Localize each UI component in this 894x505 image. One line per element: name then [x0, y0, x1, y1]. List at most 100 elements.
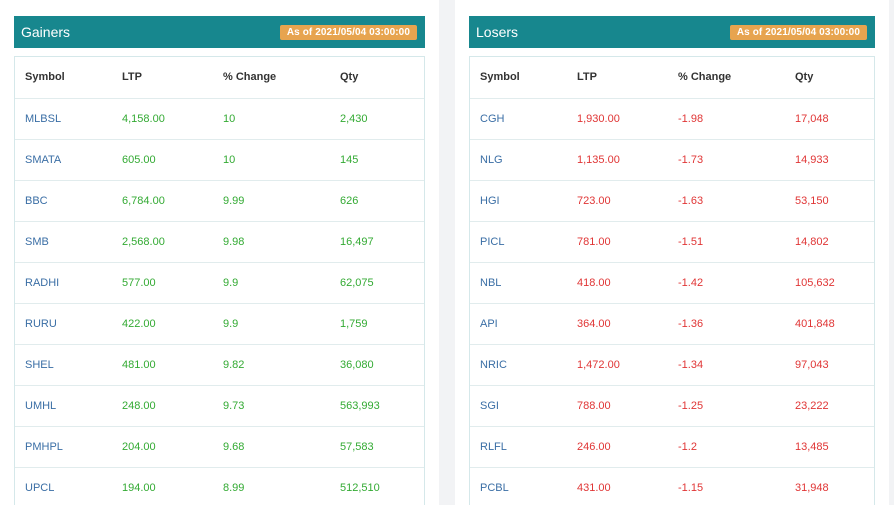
- table-row[interactable]: SMATA 605.00 10 145: [15, 138, 424, 180]
- change-cell: -1.98: [668, 97, 785, 139]
- change-cell: -1.34: [668, 343, 785, 385]
- losers-header: Losers As of 2021/05/04 03:00:00: [469, 16, 875, 48]
- qty-cell: 105,632: [785, 261, 874, 303]
- qty-cell: 2,430: [330, 97, 424, 139]
- table-row[interactable]: NLG 1,135.00 -1.73 14,933: [470, 138, 874, 180]
- table-row[interactable]: PICL 781.00 -1.51 14,802: [470, 220, 874, 262]
- change-cell: -1.73: [668, 138, 785, 180]
- ltp-cell: 431.00: [567, 466, 668, 505]
- symbol-link[interactable]: NBL: [470, 261, 567, 303]
- ltp-cell: 1,135.00: [567, 138, 668, 180]
- table-row[interactable]: NRIC 1,472.00 -1.34 97,043: [470, 343, 874, 385]
- losers-as-of-badge: As of 2021/05/04 03:00:00: [729, 24, 867, 40]
- table-row[interactable]: NBL 418.00 -1.42 105,632: [470, 261, 874, 303]
- symbol-link[interactable]: NRIC: [470, 343, 567, 385]
- ltp-cell: 248.00: [112, 384, 213, 426]
- gainers-table: Symbol LTP % Change Qty MLBSL 4,158.00 10 2…: [15, 57, 424, 505]
- table-row[interactable]: PCBL 431.00 -1.15 31,948: [470, 466, 874, 505]
- col-change: % Change: [223, 71, 277, 84]
- table-row[interactable]: UPCL 194.00 8.99 512,510: [15, 466, 424, 505]
- symbol-link[interactable]: CGH: [470, 97, 567, 139]
- col-ltp: LTP: [122, 71, 142, 84]
- ltp-cell: 246.00: [567, 425, 668, 467]
- symbol-link[interactable]: SMATA: [15, 138, 112, 180]
- symbol-link[interactable]: SHEL: [15, 343, 112, 385]
- symbol-link[interactable]: SMB: [15, 220, 112, 262]
- col-symbol: Symbol: [480, 71, 520, 84]
- gainers-header-row: Symbol LTP % Change Qty: [15, 57, 424, 98]
- losers-panel: Losers As of 2021/05/04 03:00:00 Symbol …: [455, 0, 889, 505]
- qty-cell: 97,043: [785, 343, 874, 385]
- qty-cell: 36,080: [330, 343, 424, 385]
- change-cell: -1.63: [668, 179, 785, 221]
- ltp-cell: 204.00: [112, 425, 213, 467]
- symbol-link[interactable]: NLG: [470, 138, 567, 180]
- col-change: % Change: [678, 71, 732, 84]
- qty-cell: 401,848: [785, 302, 874, 344]
- change-cell: -1.51: [668, 220, 785, 262]
- gainers-as-of-badge: As of 2021/05/04 03:00:00: [279, 24, 417, 40]
- symbol-link[interactable]: PMHPL: [15, 425, 112, 467]
- symbol-link[interactable]: RURU: [15, 302, 112, 344]
- table-row[interactable]: UMHL 248.00 9.73 563,993: [15, 384, 424, 426]
- qty-cell: 563,993: [330, 384, 424, 426]
- table-row[interactable]: PMHPL 204.00 9.68 57,583: [15, 425, 424, 467]
- qty-cell: 17,048: [785, 97, 874, 139]
- col-symbol: Symbol: [25, 71, 65, 84]
- symbol-link[interactable]: HGI: [470, 179, 567, 221]
- symbol-link[interactable]: MLBSL: [15, 97, 112, 139]
- ltp-cell: 418.00: [567, 261, 668, 303]
- table-row[interactable]: SMB 2,568.00 9.98 16,497: [15, 220, 424, 262]
- symbol-link[interactable]: PCBL: [470, 466, 567, 505]
- symbol-link[interactable]: PICL: [470, 220, 567, 262]
- qty-cell: 145: [330, 138, 424, 180]
- table-row[interactable]: RURU 422.00 9.9 1,759: [15, 302, 424, 344]
- table-row[interactable]: RADHI 577.00 9.9 62,075: [15, 261, 424, 303]
- table-row[interactable]: HGI 723.00 -1.63 53,150: [470, 179, 874, 221]
- col-qty: Qty: [340, 71, 359, 84]
- ltp-cell: 4,158.00: [112, 97, 213, 139]
- table-row[interactable]: SGI 788.00 -1.25 23,222: [470, 384, 874, 426]
- qty-cell: 57,583: [330, 425, 424, 467]
- qty-cell: 14,802: [785, 220, 874, 262]
- ltp-cell: 422.00: [112, 302, 213, 344]
- gainers-header: Gainers As of 2021/05/04 03:00:00: [14, 16, 425, 48]
- table-row[interactable]: SHEL 481.00 9.82 36,080: [15, 343, 424, 385]
- change-cell: 9.98: [213, 220, 330, 262]
- qty-cell: 13,485: [785, 425, 874, 467]
- col-ltp: LTP: [577, 71, 597, 84]
- qty-cell: 31,948: [785, 466, 874, 505]
- symbol-link[interactable]: UMHL: [15, 384, 112, 426]
- change-cell: 9.68: [213, 425, 330, 467]
- ltp-cell: 194.00: [112, 466, 213, 505]
- losers-table: Symbol LTP % Change Qty CGH 1,930.00 -1.98…: [470, 57, 874, 505]
- ltp-cell: 723.00: [567, 179, 668, 221]
- qty-cell: 53,150: [785, 179, 874, 221]
- qty-cell: 62,075: [330, 261, 424, 303]
- symbol-link[interactable]: API: [470, 302, 567, 344]
- symbol-link[interactable]: UPCL: [15, 466, 112, 505]
- symbol-link[interactable]: RADHI: [15, 261, 112, 303]
- change-cell: 9.9: [213, 302, 330, 344]
- ltp-cell: 605.00: [112, 138, 213, 180]
- symbol-link[interactable]: RLFL: [470, 425, 567, 467]
- qty-cell: 23,222: [785, 384, 874, 426]
- table-row[interactable]: BBC 6,784.00 9.99 626: [15, 179, 424, 221]
- table-row[interactable]: RLFL 246.00 -1.2 13,485: [470, 425, 874, 467]
- change-cell: 10: [213, 97, 330, 139]
- change-cell: 10: [213, 138, 330, 180]
- qty-cell: 16,497: [330, 220, 424, 262]
- symbol-link[interactable]: BBC: [15, 179, 112, 221]
- table-row[interactable]: API 364.00 -1.36 401,848: [470, 302, 874, 344]
- symbol-link[interactable]: SGI: [470, 384, 567, 426]
- qty-cell: 626: [330, 179, 424, 221]
- ltp-cell: 781.00: [567, 220, 668, 262]
- qty-cell: 1,759: [330, 302, 424, 344]
- ltp-cell: 1,930.00: [567, 97, 668, 139]
- losers-table-wrapper: Symbol LTP % Change Qty CGH 1,930.00 -1.98…: [469, 56, 875, 505]
- table-row[interactable]: MLBSL 4,158.00 10 2,430: [15, 97, 424, 139]
- losers-header-row: Symbol LTP % Change Qty: [470, 57, 874, 98]
- table-row[interactable]: CGH 1,930.00 -1.98 17,048: [470, 97, 874, 139]
- ltp-cell: 481.00: [112, 343, 213, 385]
- col-qty: Qty: [795, 71, 814, 84]
